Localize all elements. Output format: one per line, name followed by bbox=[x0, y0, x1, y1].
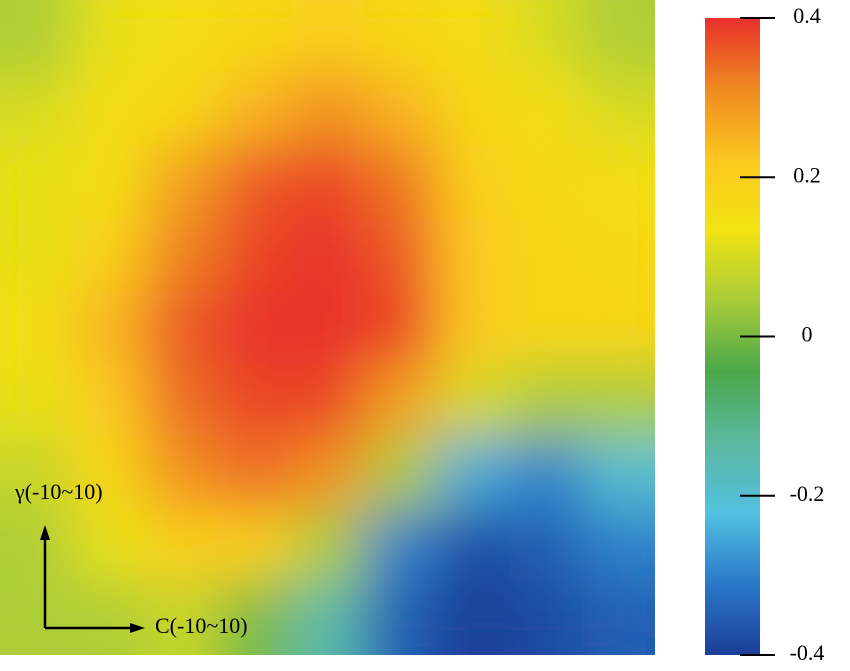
heatmap-cell bbox=[582, 72, 656, 147]
heatmap-cell bbox=[509, 72, 583, 147]
heatmap-cell bbox=[436, 436, 510, 510]
heatmap-cell bbox=[291, 363, 365, 438]
heatmap-cell bbox=[291, 0, 365, 74]
heatmap-cell bbox=[72, 363, 147, 438]
heatmap-cell bbox=[582, 582, 656, 656]
heatmap-cell bbox=[509, 218, 583, 292]
heatmap-cell bbox=[72, 218, 147, 292]
heatmap-cell bbox=[363, 582, 438, 656]
heatmap-cell bbox=[145, 436, 219, 510]
heatmap-cell bbox=[145, 0, 219, 74]
heatmap-cell bbox=[0, 436, 74, 510]
y-axis-label: γ(-10~10) bbox=[14, 479, 103, 504]
heatmap-cell bbox=[72, 291, 147, 365]
heatmap-cell bbox=[0, 218, 74, 292]
heatmap-cell bbox=[218, 363, 292, 438]
heatmap-cell bbox=[218, 218, 292, 292]
heatmap-cell bbox=[436, 291, 510, 365]
heatmap-cell bbox=[72, 582, 147, 656]
heatmap-cell bbox=[0, 72, 74, 147]
heatmap-cell bbox=[145, 218, 219, 292]
heatmap-cell bbox=[72, 509, 147, 583]
heatmap-cell bbox=[145, 291, 219, 365]
colorbar-tick-label: 0.4 bbox=[793, 3, 821, 28]
heatmap-cell bbox=[509, 582, 583, 656]
heatmap-cell bbox=[582, 145, 656, 219]
heatmap-cell bbox=[291, 436, 365, 510]
heatmap-cell bbox=[509, 291, 583, 365]
heatmap-cell bbox=[291, 218, 365, 292]
heatmap-cell bbox=[436, 72, 510, 147]
heatmap-cell bbox=[145, 582, 219, 656]
heatmap-cell bbox=[363, 218, 438, 292]
heatmap-cell bbox=[582, 291, 656, 365]
heatmap-cell bbox=[0, 291, 74, 365]
heatmap-cell bbox=[218, 582, 292, 656]
arrow-head bbox=[130, 623, 145, 633]
heatmap-cell bbox=[72, 436, 147, 510]
heatmap-cell bbox=[72, 0, 147, 74]
heatmap-cell bbox=[509, 436, 583, 510]
heatmap bbox=[0, 0, 656, 656]
heatmap-cell bbox=[291, 145, 365, 219]
heatmap-cell bbox=[509, 0, 583, 74]
heatmap-cell bbox=[582, 363, 656, 438]
heatmap-cell bbox=[145, 145, 219, 219]
heatmap-cell bbox=[218, 72, 292, 147]
axis-arrows bbox=[43, 535, 135, 630]
heatmap-cell bbox=[436, 0, 510, 74]
heatmap-cell bbox=[436, 145, 510, 219]
colorbar-tick-label: 0.2 bbox=[793, 162, 821, 187]
x-axis-label: C(-10~10) bbox=[155, 613, 248, 638]
heatmap-cell bbox=[509, 145, 583, 219]
heatmap-cell bbox=[0, 0, 74, 74]
heatmap-cell bbox=[0, 363, 74, 438]
heatmap-cell bbox=[218, 509, 292, 583]
heatmap-cell bbox=[291, 582, 365, 656]
heatmap-cell bbox=[582, 0, 656, 74]
heatmap-cell bbox=[291, 509, 365, 583]
heatmap-cell bbox=[218, 436, 292, 510]
heatmap-cell bbox=[436, 218, 510, 292]
heatmap-cell bbox=[363, 0, 438, 74]
heatmap-cell bbox=[145, 72, 219, 147]
heatmap-cell bbox=[363, 291, 438, 365]
heatmap-cell bbox=[582, 218, 656, 292]
heatmap-cell bbox=[509, 509, 583, 583]
heatmap-cell bbox=[145, 363, 219, 438]
heatmap-cell bbox=[436, 509, 510, 583]
heatmap-cell bbox=[0, 582, 74, 656]
heatmap-cell bbox=[0, 509, 74, 583]
heatmap-cell bbox=[582, 509, 656, 583]
heatmap-cell bbox=[218, 291, 292, 365]
colorbar-tick-label: -0.2 bbox=[790, 481, 825, 506]
heatmap-cell bbox=[363, 436, 438, 510]
colorbar-tick-label: 0 bbox=[802, 322, 813, 347]
heatmap-cell bbox=[509, 363, 583, 438]
heatmap-cell bbox=[72, 72, 147, 147]
heatmap-cell bbox=[291, 72, 365, 147]
heatmap-cell bbox=[363, 145, 438, 219]
heatmap-cell bbox=[363, 72, 438, 147]
heatmap-cell bbox=[363, 509, 438, 583]
colorbar-tick-label: -0.4 bbox=[790, 640, 825, 665]
heatmap-cell bbox=[145, 509, 219, 583]
arrow-head bbox=[40, 525, 50, 540]
heatmap-cell bbox=[0, 145, 74, 219]
heatmap-cell bbox=[218, 145, 292, 219]
heatmap-cell bbox=[582, 436, 656, 510]
heatmap-cell bbox=[291, 291, 365, 365]
heatmap-cell bbox=[218, 0, 292, 74]
heatmap-cell bbox=[363, 363, 438, 438]
heatmap-cell bbox=[72, 145, 147, 219]
heatmap-cell bbox=[436, 363, 510, 438]
heatmap-cell bbox=[436, 582, 510, 656]
